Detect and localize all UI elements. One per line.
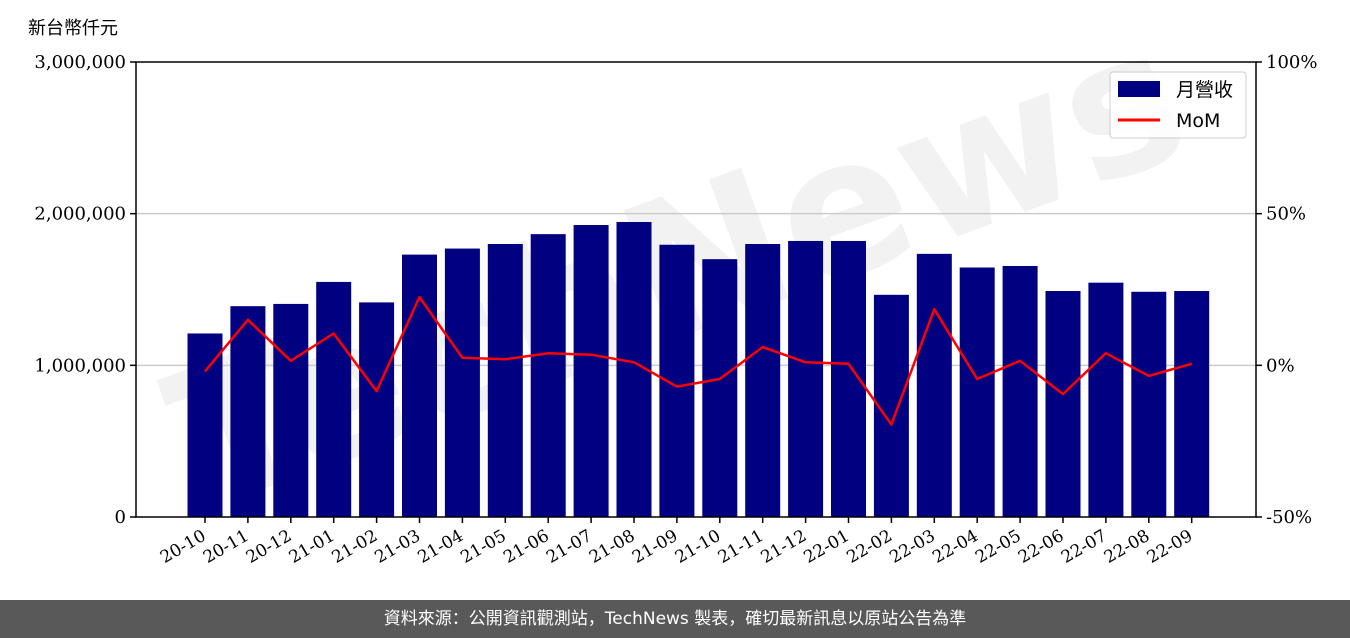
x-tick-label: 22-08 [1101,526,1153,568]
bar-21-03 [402,254,437,517]
x-tick-label: 21-01 [286,526,338,568]
x-tick-label: 21-12 [758,526,810,568]
x-tick-label: 21-08 [586,526,638,568]
bar-22-08 [1131,291,1167,517]
bar-22-06 [1045,291,1081,517]
bar-21-02 [359,302,395,517]
bar-22-05 [1002,265,1038,517]
x-tick-label: 21-07 [543,526,595,568]
chart: TechNews 01,000,0002,000,0003,000,000-50… [34,0,1317,568]
bar-20-12 [273,303,309,517]
bar-21-04 [444,248,480,518]
x-tick-label: 21-06 [500,526,552,568]
x-tick-label: 22-09 [1144,526,1196,568]
x-tick-label: 21-03 [372,526,424,568]
bar-21-01 [316,281,352,517]
x-tick-label: 22-02 [843,526,895,568]
x-tick-label: 22-03 [886,526,938,568]
bar-20-11 [230,306,266,517]
bar-21-10 [702,259,738,517]
x-tick-label: 22-04 [929,526,981,568]
legend-label-mom: MoM [1176,110,1220,132]
line-series [204,295,1193,426]
bar-22-04 [959,267,995,517]
bar-22-07 [1088,282,1124,517]
y-left-tick-label: 1,000,000 [34,355,126,376]
legend-label-revenue: 月營收 [1176,79,1233,101]
x-tick-label: 22-05 [972,526,1024,568]
x-tick-label: 22-06 [1015,526,1067,568]
bar-series [187,222,1210,518]
y-left-tick-label: 3,000,000 [34,52,126,73]
bar-22-03 [916,253,952,517]
x-tick-label: 21-09 [629,526,681,568]
bar-21-06 [530,234,566,517]
x-tick-label: 21-02 [329,526,381,568]
legend: 月營收 MoM [1109,71,1247,139]
y-right-tick-label: 0% [1266,355,1295,376]
y-left-tick-label: 2,000,000 [34,204,126,225]
x-tick-label: 22-07 [1058,526,1110,568]
mom-line [204,295,1193,426]
bar-21-07 [573,225,609,517]
y-right-tick-label: -50% [1266,507,1312,528]
bar-20-10 [187,333,223,517]
source-footer: 資料來源：公開資訊觀測站，TechNews 製表，確切最新訊息以原站公告為準 [0,600,1350,638]
x-tick-label: 20-10 [157,526,209,568]
x-tick-label: 22-01 [801,526,853,568]
y-right-tick-label: 50% [1266,204,1306,225]
y-left-tick-label: 0 [115,507,126,528]
y-right-tick-label: 100% [1266,52,1317,73]
x-tick-label: 21-10 [672,526,724,568]
x-tick-label: 21-04 [414,526,466,568]
plot-frame [135,61,1257,518]
bar-21-05 [487,244,523,517]
legend-swatch-bar [1118,81,1160,97]
x-tick-label: 21-11 [715,526,767,568]
bar-22-09 [1174,291,1210,517]
bar-21-12 [788,240,824,517]
bar-21-11 [745,244,781,517]
x-tick-label: 21-05 [457,526,509,568]
y-axis-unit-label: 新台幣仟元 [28,18,118,39]
